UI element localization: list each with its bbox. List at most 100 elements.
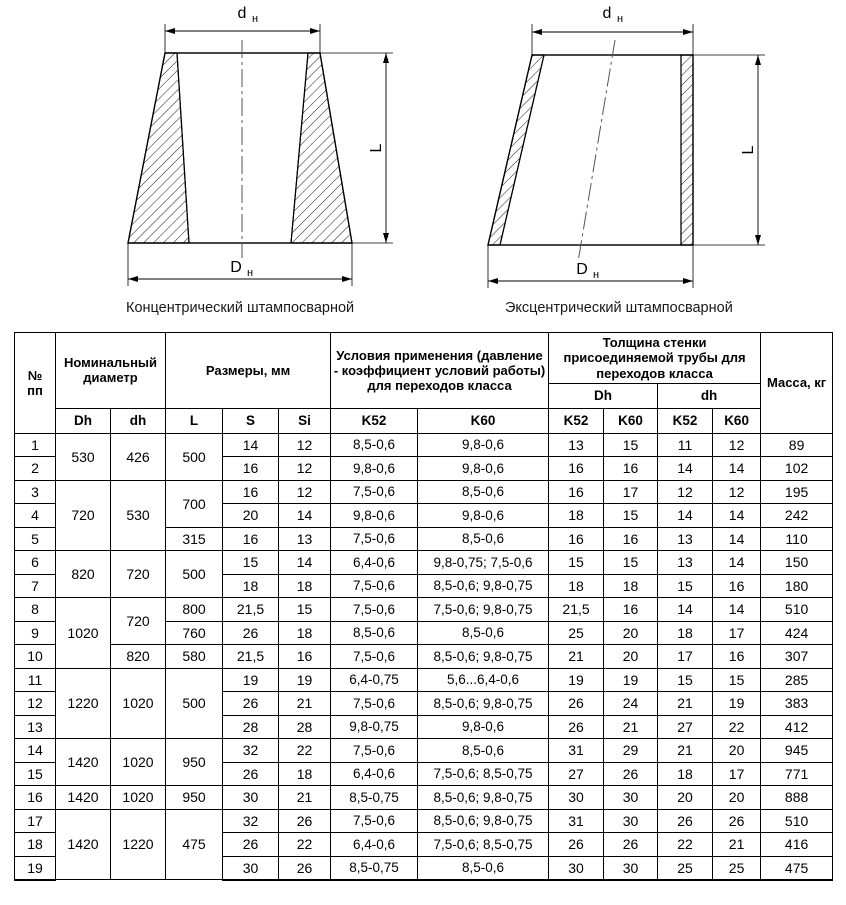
cell-cond-K60: 8,5-0,6 (417, 479, 550, 505)
cell-thickness-Dh-K52: 21 (548, 644, 605, 669)
header-tDh-K52: K52 (548, 407, 605, 434)
cell-L: 800 (165, 597, 223, 622)
cell-thickness-dh-K60: 25 (712, 855, 762, 881)
table-row: 19 30 26 8,5-0,75 8,5-0,6 30 30 25 25 475 (14, 855, 834, 881)
cell-number: 13 (14, 714, 56, 740)
cell-mass: 416 (760, 832, 834, 857)
cell-mass: 771 (760, 761, 834, 787)
cell-cond-K52: 6,4-0,6 (330, 832, 419, 857)
cell-Si: 12 (277, 456, 332, 481)
cell-thickness-Dh-K60: 20 (603, 620, 659, 646)
cell-thickness-dh-K60: 14 (712, 597, 762, 622)
cell-L: 580 (165, 644, 223, 669)
cell-mass: 307 (760, 644, 834, 669)
cell-thickness-Dh-K52: 15 (548, 550, 605, 575)
cell-cond-K60: 8,5-0,6 (417, 620, 550, 646)
eccentric-reducer-drawing: d н D н L (487, 5, 765, 288)
header-Dh: Dh (55, 407, 111, 434)
dimension-L (693, 54, 765, 246)
cell-mass: 475 (760, 855, 834, 881)
cell-Dh: 1420 (55, 808, 111, 881)
cell-thickness-Dh-K52: 31 (548, 808, 605, 834)
header-dimensions: Размеры, мм (164, 332, 332, 409)
dimension-L (320, 52, 393, 244)
cell-L: 500 (165, 550, 223, 599)
cell-thickness-Dh-K60: 16 (603, 597, 659, 622)
table-row: 15 26 18 6,4-0,6 7,5-0,6; 8,5-0,75 27 26 18 17 77… (14, 761, 834, 787)
cell-Si: 13 (277, 526, 332, 552)
cell-thickness-dh-K60: 16 (712, 644, 762, 669)
label-Dn-sub: н (593, 269, 599, 281)
cell-thickness-Dh-K52: 30 (548, 855, 605, 881)
cell-S: 16 (222, 526, 279, 552)
cell-dh: 1020 (110, 785, 166, 810)
cell-thickness-dh-K52: 22 (657, 832, 714, 857)
reducer-body (127, 52, 353, 244)
cell-thickness-dh-K52: 25 (657, 855, 714, 881)
cell-thickness-dh-K60: 17 (712, 761, 762, 787)
cell-number: 11 (14, 667, 56, 693)
cell-thickness-Dh-K60: 17 (603, 479, 659, 505)
header-tDh-K60: K60 (603, 407, 659, 434)
cell-thickness-dh-K52: 15 (657, 573, 714, 599)
cell-mass: 89 (760, 432, 834, 458)
table-row: 10 820 580 21,5 16 7,5-0,6 8,5-0,6; 9,8-0,75 21… (14, 644, 834, 669)
cell-S: 21,5 (222, 597, 279, 622)
cell-thickness-dh-K52: 12 (657, 479, 714, 505)
cell-L: 950 (165, 738, 223, 787)
label-dn-sub: н (617, 13, 623, 25)
cell-thickness-dh-K52: 18 (657, 620, 714, 646)
cell-thickness-dh-K60: 16 (712, 573, 762, 599)
cell-thickness-dh-K60: 20 (712, 738, 762, 763)
label-L: L (368, 143, 385, 152)
cell-mass: 150 (760, 550, 834, 575)
cell-mass: 285 (760, 667, 834, 693)
cell-thickness-dh-K60: 17 (712, 620, 762, 646)
cell-thickness-Dh-K60: 21 (603, 714, 659, 740)
cell-S: 26 (222, 761, 279, 787)
table-row: 9 760 26 18 8,5-0,6 8,5-0,6 25 20 18 17 424 (14, 620, 834, 646)
cell-L: 475 (165, 808, 223, 881)
header-tdh-K52: K52 (657, 407, 714, 434)
header-number-line2: пп (27, 382, 43, 398)
cell-thickness-dh-K52: 15 (657, 667, 714, 693)
cell-Si: 15 (277, 597, 332, 622)
cell-cond-K52: 6,4-0,6 (330, 550, 419, 575)
cell-thickness-Dh-K60: 26 (603, 761, 659, 787)
cell-thickness-dh-K52: 21 (657, 691, 714, 716)
cell-dh: 530 (110, 479, 166, 552)
cell-number: 10 (14, 644, 56, 669)
cell-S: 26 (222, 620, 279, 646)
cell-cond-K52: 7,5-0,6 (330, 738, 419, 763)
cell-cond-K60: 9,8-0,6 (417, 503, 550, 528)
center-line (577, 39, 616, 263)
cell-cond-K60: 7,5-0,6; 9,8-0,75 (417, 597, 550, 622)
table-row: 6 820 720 500 15 14 6,4-0,6 9,8-0,75; 7,5-0,6 15… (14, 550, 834, 599)
cell-S: 32 (222, 738, 279, 763)
cell-thickness-dh-K60: 14 (712, 550, 762, 575)
cell-Si: 26 (277, 808, 332, 834)
header-nominal-diameter: Номинальный диаметр (55, 332, 166, 409)
cell-thickness-Dh-K60: 30 (603, 808, 659, 834)
cell-Si: 28 (277, 714, 332, 740)
cell-cond-K52: 8,5-0,75 (330, 785, 419, 810)
cell-number: 7 (14, 573, 56, 599)
cell-thickness-Dh-K60: 30 (603, 855, 659, 881)
header-conditions: Условия применения (давление - коэффицие… (330, 332, 550, 409)
cell-thickness-dh-K52: 20 (657, 785, 714, 810)
cell-thickness-dh-K60: 12 (712, 432, 762, 458)
cell-thickness-Dh-K60: 20 (603, 644, 659, 669)
cell-mass: 180 (760, 573, 834, 599)
cell-Si: 16 (277, 644, 332, 669)
cell-thickness-Dh-K52: 16 (548, 526, 605, 552)
table-row: 1 530 426 500 14 12 8,5-0,6 9,8-0,6 13 15 11 12 89 (14, 432, 834, 481)
cell-number: 12 (14, 691, 56, 716)
cell-dh: 820 (110, 644, 166, 669)
cell-thickness-Dh-K52: 18 (548, 503, 605, 528)
cell-mass: 510 (760, 808, 834, 834)
cell-number: 17 (14, 808, 56, 834)
cell-number: 2 (14, 456, 56, 481)
cell-S: 26 (222, 691, 279, 716)
cell-cond-K60: 8,5-0,6 (417, 738, 550, 763)
cell-cond-K52: 9,8-0,6 (330, 456, 419, 481)
